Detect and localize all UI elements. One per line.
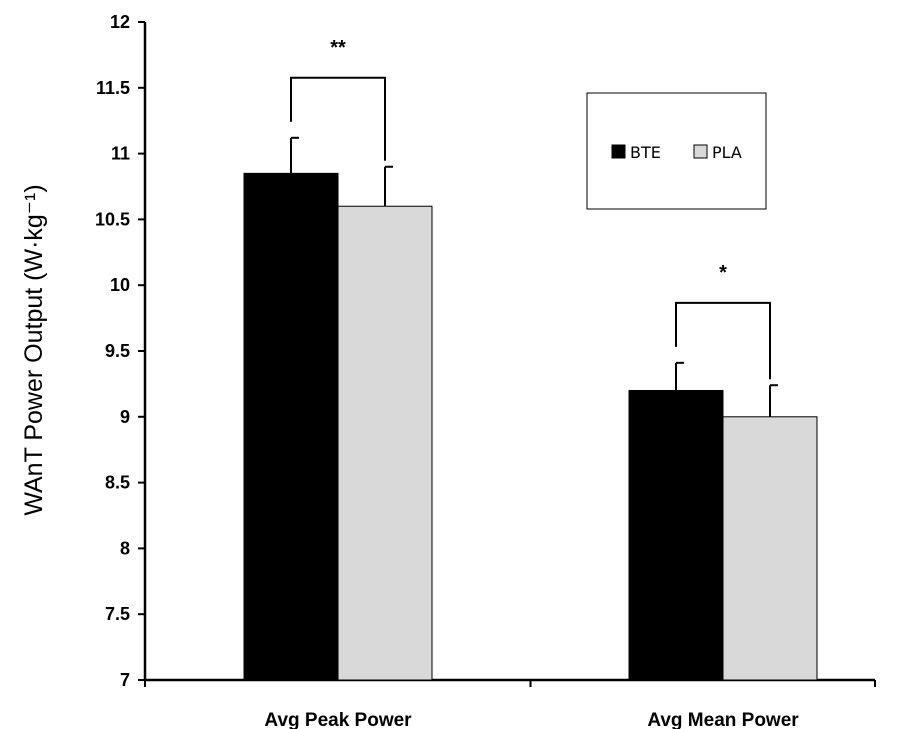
- bar-pla-2: [722, 416, 818, 681]
- significance-bracket: [290, 76, 386, 161]
- y-axis-title: WAnT Power Output (W·kg⁻¹): [20, 184, 48, 515]
- legend-swatch-pla: [693, 144, 708, 159]
- significance-marker: *: [719, 262, 727, 284]
- y-tick-label: 9: [120, 407, 130, 427]
- bar-bte-1: [243, 172, 339, 681]
- y-tick-label: 10: [110, 275, 130, 295]
- y-tick-label: 8: [120, 538, 130, 558]
- legend-label-pla: PLA: [712, 143, 742, 162]
- legend: BTE PLA: [586, 92, 767, 210]
- bar-pla-1: [337, 205, 433, 681]
- legend-swatch-bte: [611, 144, 626, 159]
- y-tick-label: 8.5: [105, 473, 130, 493]
- significance-marker: **: [330, 37, 346, 59]
- y-tick-label: 10.5: [95, 209, 130, 229]
- x-category-label: Avg Mean Power: [647, 710, 799, 729]
- y-tick-label: 11.5: [96, 78, 130, 98]
- legend-label-bte: BTE: [630, 143, 661, 162]
- y-tick-label: 12: [110, 12, 130, 32]
- x-category-label: Avg Peak Power: [264, 710, 412, 729]
- y-tick-label: 11: [111, 144, 130, 164]
- bar-bte-2: [628, 389, 724, 681]
- y-tick-label: 7: [120, 670, 130, 690]
- y-tick-label: 7.5: [105, 604, 130, 624]
- y-tick-label: 9.5: [105, 341, 130, 361]
- significance-bracket: [675, 301, 771, 380]
